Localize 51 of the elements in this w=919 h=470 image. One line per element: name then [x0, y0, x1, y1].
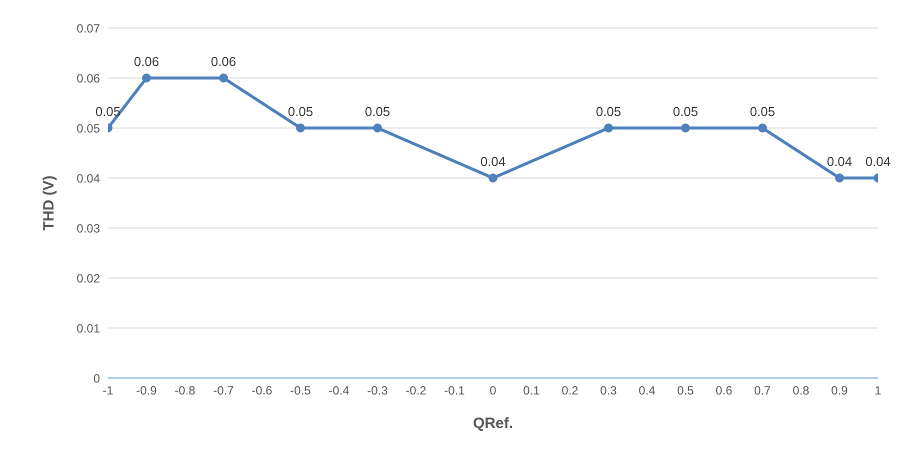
- point: [488, 174, 498, 182]
- data-label: 0.06: [134, 54, 160, 69]
- x-tick-label: 0.2: [562, 384, 579, 398]
- y-tick-label: 0.03: [76, 221, 100, 236]
- y-tick-label: 0.04: [76, 171, 100, 186]
- point: [681, 124, 690, 132]
- y-tick-label: 0: [93, 371, 100, 386]
- x-tick-label: 0.7: [754, 384, 772, 398]
- point: [604, 124, 613, 132]
- x-tick-label: -0.6: [252, 384, 273, 398]
- x-tick-label: -0.5: [290, 384, 312, 398]
- data-label: 0.04: [826, 154, 852, 169]
- x-tick-label: -0.1: [444, 384, 466, 398]
- y-tick-label: 0.06: [76, 71, 100, 86]
- data-label: 0.06: [210, 54, 236, 69]
- x-tick-label: -1: [102, 384, 114, 398]
- point: [758, 124, 767, 132]
- data-label: 0.04: [865, 154, 891, 169]
- x-tick-label: -0.4: [328, 384, 350, 398]
- y-tick-label: 0.02: [76, 271, 100, 286]
- x-tick-label: -0.2: [406, 384, 427, 398]
- x-tick-label: 0.3: [600, 384, 618, 398]
- y-axis-title: THD (V): [40, 176, 58, 230]
- x-tick-label: 0.6: [716, 384, 733, 398]
- x-tick-label: 1: [874, 384, 882, 398]
- x-axis-title: QRef.: [472, 415, 514, 432]
- x-tick-label: -0.7: [213, 384, 234, 398]
- data-label: 0.05: [95, 104, 121, 119]
- x-tick-label: 0.8: [792, 384, 810, 398]
- point: [296, 124, 305, 132]
- point: [373, 124, 382, 132]
- data-label: 0.05: [288, 104, 314, 119]
- x-tick-label: -0.9: [136, 384, 158, 398]
- y-tick-label: 0.07: [76, 21, 100, 36]
- x-tick-label: 0.4: [638, 384, 656, 398]
- point: [142, 74, 151, 82]
- x-tick-label: 0.5: [677, 384, 694, 398]
- data-label: 0.05: [596, 104, 622, 119]
- x-tick-label: 0.1: [523, 384, 540, 398]
- x-tick-label: 0.9: [831, 384, 848, 398]
- data-label: 0.05: [750, 104, 776, 119]
- point: [219, 74, 228, 82]
- point: [835, 174, 844, 182]
- x-tick-label: -0.3: [367, 384, 388, 398]
- x-tick-label: 0: [490, 384, 497, 398]
- y-tick-label: 0.01: [76, 321, 100, 336]
- data-label: 0.05: [672, 104, 698, 119]
- y-tick-label: 0.05: [76, 121, 100, 136]
- data-label: 0.04: [480, 154, 506, 169]
- x-tick-label: -0.8: [174, 384, 196, 398]
- data-label: 0.05: [364, 104, 390, 119]
